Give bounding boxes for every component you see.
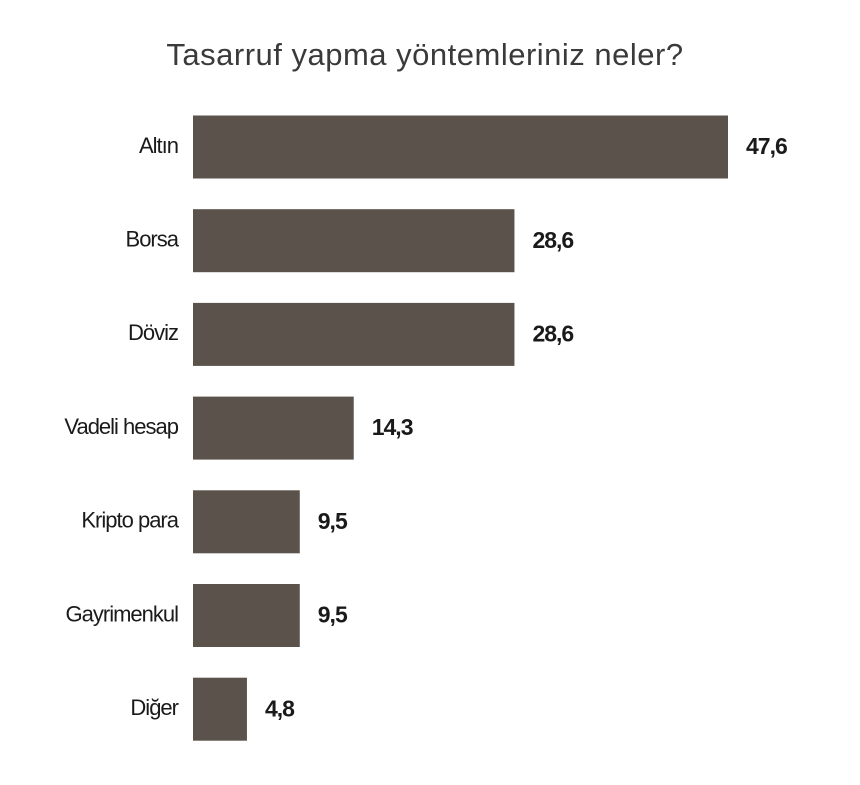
value-label: 9,5 [318,508,348,534]
value-label: 4,8 [265,695,295,721]
category-label: Gayrimenkul [66,601,179,626]
category-label: Diğer [130,695,178,720]
bar [193,584,300,647]
category-label: Altın [139,133,178,158]
bar [193,115,728,179]
category-label: Döviz [128,320,178,345]
bar [193,302,515,366]
bar [193,209,515,273]
bar [193,490,300,554]
category-label: Kripto para [81,508,179,533]
value-label: 47,6 [746,133,787,159]
category-label: Vadeli hesap [64,414,178,439]
value-label: 9,5 [318,602,348,628]
value-label: 28,6 [532,320,573,346]
chart-title: Tasarruf yapma yöntemleriniz neler? [166,37,683,72]
category-label: Borsa [126,227,180,252]
value-label: 14,3 [372,414,413,440]
bar [193,396,354,460]
bar [193,677,247,741]
value-label: 28,6 [532,227,573,253]
